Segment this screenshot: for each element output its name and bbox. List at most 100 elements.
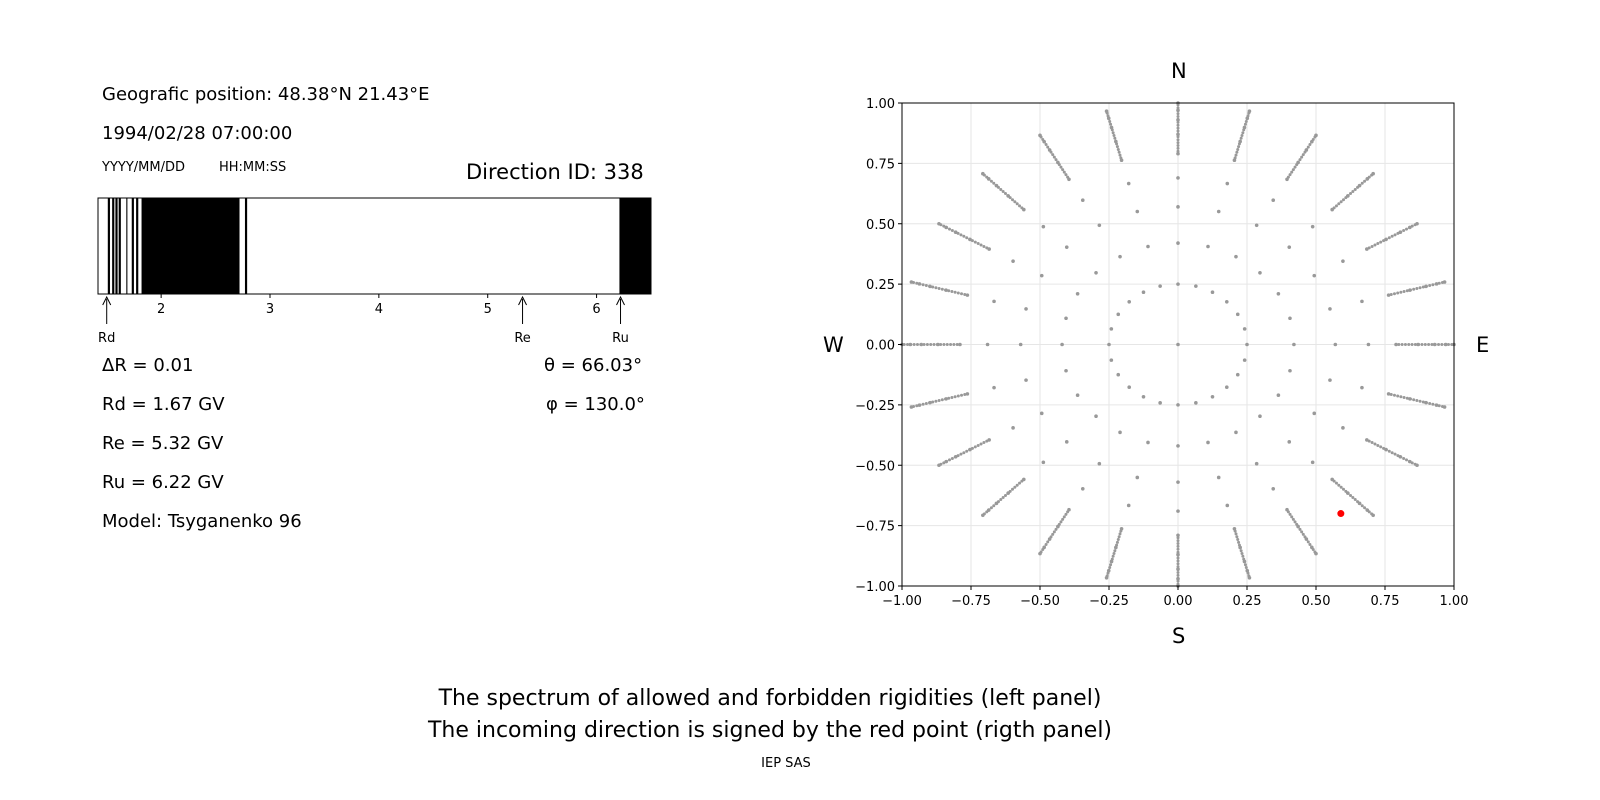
x-tick-label: 0.75 [1371, 594, 1400, 609]
direction-point [1247, 111, 1251, 115]
direction-point [1115, 145, 1119, 149]
direction-point [1286, 510, 1290, 514]
direction-point [921, 283, 925, 287]
direction-point [1176, 117, 1180, 121]
direction-point [1176, 151, 1180, 156]
direction-point [922, 343, 926, 346]
direction-point [1176, 342, 1180, 347]
direction-point [1116, 372, 1121, 377]
direction-point [1006, 491, 1010, 495]
direction-point [952, 343, 956, 346]
direction-point [1106, 114, 1110, 118]
direction-point [1298, 158, 1302, 162]
direction-point [1341, 487, 1345, 491]
direction-point [950, 396, 954, 400]
y-tick-label: −0.50 [855, 459, 895, 474]
direction-point [1106, 571, 1110, 575]
direction-point [939, 223, 943, 227]
direction-point [1376, 443, 1380, 447]
delta-r-value: ΔR = 0.01 [102, 355, 194, 376]
direction-point [1210, 290, 1215, 295]
x-tick-label: 0.50 [1302, 594, 1331, 609]
direction-point [1244, 566, 1248, 570]
direction-point [912, 405, 916, 409]
direction-point [1424, 401, 1428, 405]
direction-point [1402, 229, 1406, 233]
direction-point [1301, 153, 1305, 157]
spectrum-x-tick-label: 2 [157, 302, 165, 317]
direction-point [1110, 128, 1114, 132]
direction-point [973, 240, 977, 244]
direction-point [1041, 224, 1046, 229]
direction-point [1349, 493, 1353, 497]
direction-point [956, 394, 960, 398]
direction-point [1303, 535, 1307, 539]
direction-point [928, 401, 932, 405]
direction-point [1407, 459, 1411, 463]
direction-point [931, 400, 935, 404]
direction-point [1365, 177, 1369, 181]
direction-point [1295, 522, 1299, 526]
y-tick-label: −0.75 [855, 520, 895, 535]
direction-point [985, 439, 989, 443]
direction-point [1176, 576, 1180, 580]
direction-point [992, 385, 996, 390]
x-tick-label: −1.00 [882, 594, 922, 609]
direction-point [968, 448, 972, 452]
direction-point [1176, 550, 1180, 554]
direction-point [1402, 396, 1406, 400]
direction-point [945, 459, 949, 463]
direction-point [1118, 430, 1122, 435]
direction-point [1176, 132, 1180, 136]
direction-point [1110, 557, 1114, 561]
direction-point [1127, 385, 1132, 389]
forbidden-band [131, 198, 134, 294]
direction-point [1382, 446, 1386, 450]
direction-point [1238, 139, 1242, 143]
direction-point [1176, 241, 1180, 245]
direction-point [1258, 270, 1262, 275]
direction-point [1402, 289, 1406, 293]
direction-point [1243, 563, 1247, 567]
x-tick-label: 0.25 [1233, 594, 1262, 609]
direction-point [1243, 560, 1247, 564]
direction-point [1360, 385, 1364, 390]
direction-point [1051, 153, 1055, 157]
direction-point [970, 446, 974, 450]
direction-point [1059, 165, 1063, 169]
direction-point [1020, 206, 1024, 210]
direction-point [1176, 582, 1180, 586]
marker-arrowhead-rd [102, 295, 112, 306]
direction-point [1390, 234, 1394, 238]
direction-point [1176, 138, 1180, 142]
direction-point [945, 226, 949, 230]
direction-point [1241, 554, 1245, 558]
direction-point [1344, 196, 1348, 200]
direction-point [1052, 530, 1056, 534]
direction-point [939, 462, 943, 466]
direction-point [944, 397, 948, 401]
direction-point [1240, 133, 1244, 137]
direction-point [1351, 496, 1355, 500]
y-tick-label: 0.25 [866, 278, 895, 293]
direction-point [1057, 163, 1061, 167]
direction-point [1360, 504, 1364, 508]
direction-point [1176, 539, 1180, 543]
direction-point [956, 454, 960, 458]
ru-value: Ru = 6.22 GV [102, 472, 224, 493]
direction-point [963, 393, 967, 397]
direction-point [1298, 527, 1302, 531]
direction-point [1119, 529, 1123, 533]
direction-point [1363, 179, 1367, 183]
direction-point [1399, 395, 1403, 399]
direction-point [1339, 200, 1343, 204]
direction-point [915, 281, 919, 285]
direction-point [1146, 244, 1150, 249]
direction-point [1254, 461, 1259, 466]
compass-west: W [823, 333, 844, 357]
direction-point [1396, 454, 1400, 458]
direction-point [1141, 394, 1146, 399]
direction-point [1237, 540, 1241, 544]
direction-point [1434, 282, 1438, 286]
